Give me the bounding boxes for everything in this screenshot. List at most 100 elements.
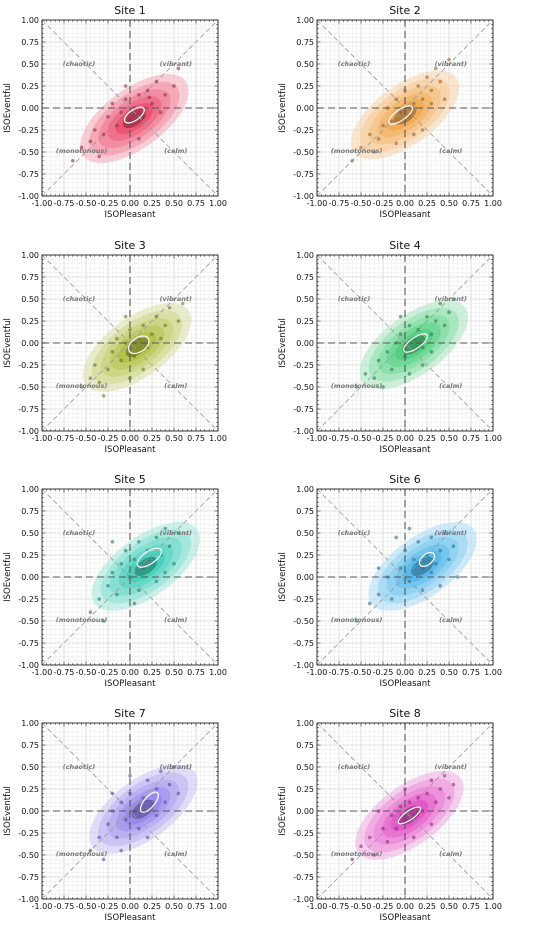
data-point bbox=[106, 822, 110, 826]
data-point bbox=[376, 358, 381, 363]
data-point bbox=[420, 128, 425, 132]
density-contours bbox=[359, 300, 468, 390]
data-point bbox=[394, 535, 398, 540]
y-tick-label: 0.00 bbox=[296, 104, 314, 113]
x-tick-label: -0.50 bbox=[351, 668, 372, 677]
data-point bbox=[447, 310, 451, 314]
chart-panel-4: Site 4 (chaotic) (vibrant) (monotonous) (cal… bbox=[278, 239, 502, 455]
data-point bbox=[398, 804, 403, 809]
data-point bbox=[128, 791, 132, 796]
data-point bbox=[119, 562, 123, 566]
data-point bbox=[381, 123, 385, 128]
y-tick-label: 0.00 bbox=[296, 807, 314, 816]
y-tick-label: -0.75 bbox=[293, 170, 314, 179]
data-point bbox=[354, 385, 359, 389]
data-point bbox=[403, 787, 407, 791]
quadrant-label-monotonous: (monotonous) bbox=[331, 382, 382, 390]
data-point bbox=[97, 380, 101, 385]
y-tick-label: 0.25 bbox=[21, 551, 39, 560]
data-point bbox=[93, 363, 97, 367]
data-point bbox=[434, 66, 438, 71]
data-point bbox=[128, 328, 132, 332]
data-point bbox=[381, 826, 385, 831]
data-point bbox=[442, 531, 447, 535]
y-tick-label: -0.50 bbox=[18, 148, 39, 157]
data-point bbox=[403, 548, 407, 553]
x-tick-label: 0.25 bbox=[418, 434, 436, 443]
x-tick-label: 1.00 bbox=[209, 199, 227, 208]
data-point bbox=[101, 394, 106, 398]
data-point bbox=[420, 345, 425, 350]
data-point bbox=[123, 314, 128, 319]
chart-panel-5: Site 5 (chaotic) (vibrant) (monotonous) (cal… bbox=[3, 473, 227, 689]
data-point bbox=[390, 597, 394, 601]
chart-panel-7: Site 7 (chaotic) (vibrant) (monotonous) (cal… bbox=[3, 707, 227, 923]
x-tick-label: 0.00 bbox=[396, 434, 414, 443]
data-point bbox=[420, 809, 425, 813]
y-tick-label: -0.50 bbox=[18, 617, 39, 626]
data-point bbox=[425, 791, 429, 796]
x-tick-label: 0.25 bbox=[143, 199, 161, 208]
data-point bbox=[154, 535, 159, 540]
data-point bbox=[132, 354, 137, 358]
quadrant-label-calm: (calm) bbox=[164, 147, 187, 155]
data-point bbox=[145, 88, 150, 93]
data-point bbox=[137, 93, 141, 97]
x-tick-label: -1.00 bbox=[32, 434, 53, 443]
y-tick-label: -0.75 bbox=[18, 405, 39, 414]
data-point bbox=[167, 782, 172, 787]
data-point bbox=[110, 101, 115, 106]
data-point bbox=[376, 809, 381, 813]
data-point bbox=[123, 84, 128, 88]
mean-ellipse bbox=[402, 333, 429, 353]
quadrant-label-monotonous: (monotonous) bbox=[56, 382, 107, 390]
axes-ticks bbox=[316, 19, 494, 197]
x-tick-label: -0.50 bbox=[351, 902, 372, 911]
data-point bbox=[172, 765, 176, 769]
data-point bbox=[154, 579, 159, 584]
data-point bbox=[110, 570, 115, 575]
y-tick-label: -0.25 bbox=[18, 126, 39, 135]
x-tick-label: 0.50 bbox=[440, 434, 458, 443]
data-point bbox=[128, 575, 132, 579]
data-point bbox=[141, 115, 145, 119]
chart-panel-8: Site 8 (chaotic) (vibrant) (monotonous) (cal… bbox=[278, 707, 502, 923]
data-point bbox=[354, 619, 359, 623]
data-point bbox=[154, 314, 159, 319]
y-tick-label: 0.50 bbox=[296, 529, 314, 538]
y-tick-label: 0.50 bbox=[21, 763, 39, 772]
data-point bbox=[407, 800, 412, 804]
x-tick-label: 0.75 bbox=[462, 668, 480, 677]
panel-title: Site 6 bbox=[389, 473, 421, 486]
data-point bbox=[398, 566, 403, 570]
quadrant-label-vibrant: (vibrant) bbox=[160, 529, 192, 537]
x-tick-label: 0.00 bbox=[121, 668, 139, 677]
y-tick-label: -1.00 bbox=[293, 192, 314, 201]
x-tick-label: -0.75 bbox=[54, 199, 75, 208]
data-point bbox=[123, 818, 128, 822]
y-tick-label: -0.75 bbox=[293, 639, 314, 648]
y-tick-label: 1.00 bbox=[21, 485, 39, 494]
y-tick-label: -0.75 bbox=[18, 170, 39, 179]
quadrant-label-chaotic: (chaotic) bbox=[63, 295, 95, 303]
quadrant-label-calm: (calm) bbox=[439, 147, 462, 155]
x-tick-label: 0.25 bbox=[143, 668, 161, 677]
y-tick-label: 0.50 bbox=[296, 60, 314, 69]
axes-ticks bbox=[316, 488, 494, 666]
y-tick-label: 1.00 bbox=[21, 16, 39, 25]
density-contours bbox=[89, 764, 198, 854]
data-point bbox=[412, 132, 416, 137]
y-tick-label: 0.75 bbox=[296, 38, 314, 47]
y-tick-label: -0.50 bbox=[293, 617, 314, 626]
data-point bbox=[119, 848, 123, 853]
y-tick-label: -1.00 bbox=[18, 661, 39, 670]
chart-panel-1: Site 1 (chaotic) (vibrant) (monotonous) (cal… bbox=[3, 4, 227, 220]
data-point bbox=[438, 79, 442, 84]
x-tick-label: -1.00 bbox=[32, 902, 53, 911]
quadrant-label-calm: (calm) bbox=[439, 382, 462, 390]
quadrant-label-chaotic: (chaotic) bbox=[338, 763, 370, 771]
x-tick-label: 0.00 bbox=[121, 434, 139, 443]
data-point bbox=[416, 540, 420, 544]
x-tick-label: 1.00 bbox=[484, 902, 502, 911]
x-tick-label: -0.25 bbox=[373, 434, 394, 443]
